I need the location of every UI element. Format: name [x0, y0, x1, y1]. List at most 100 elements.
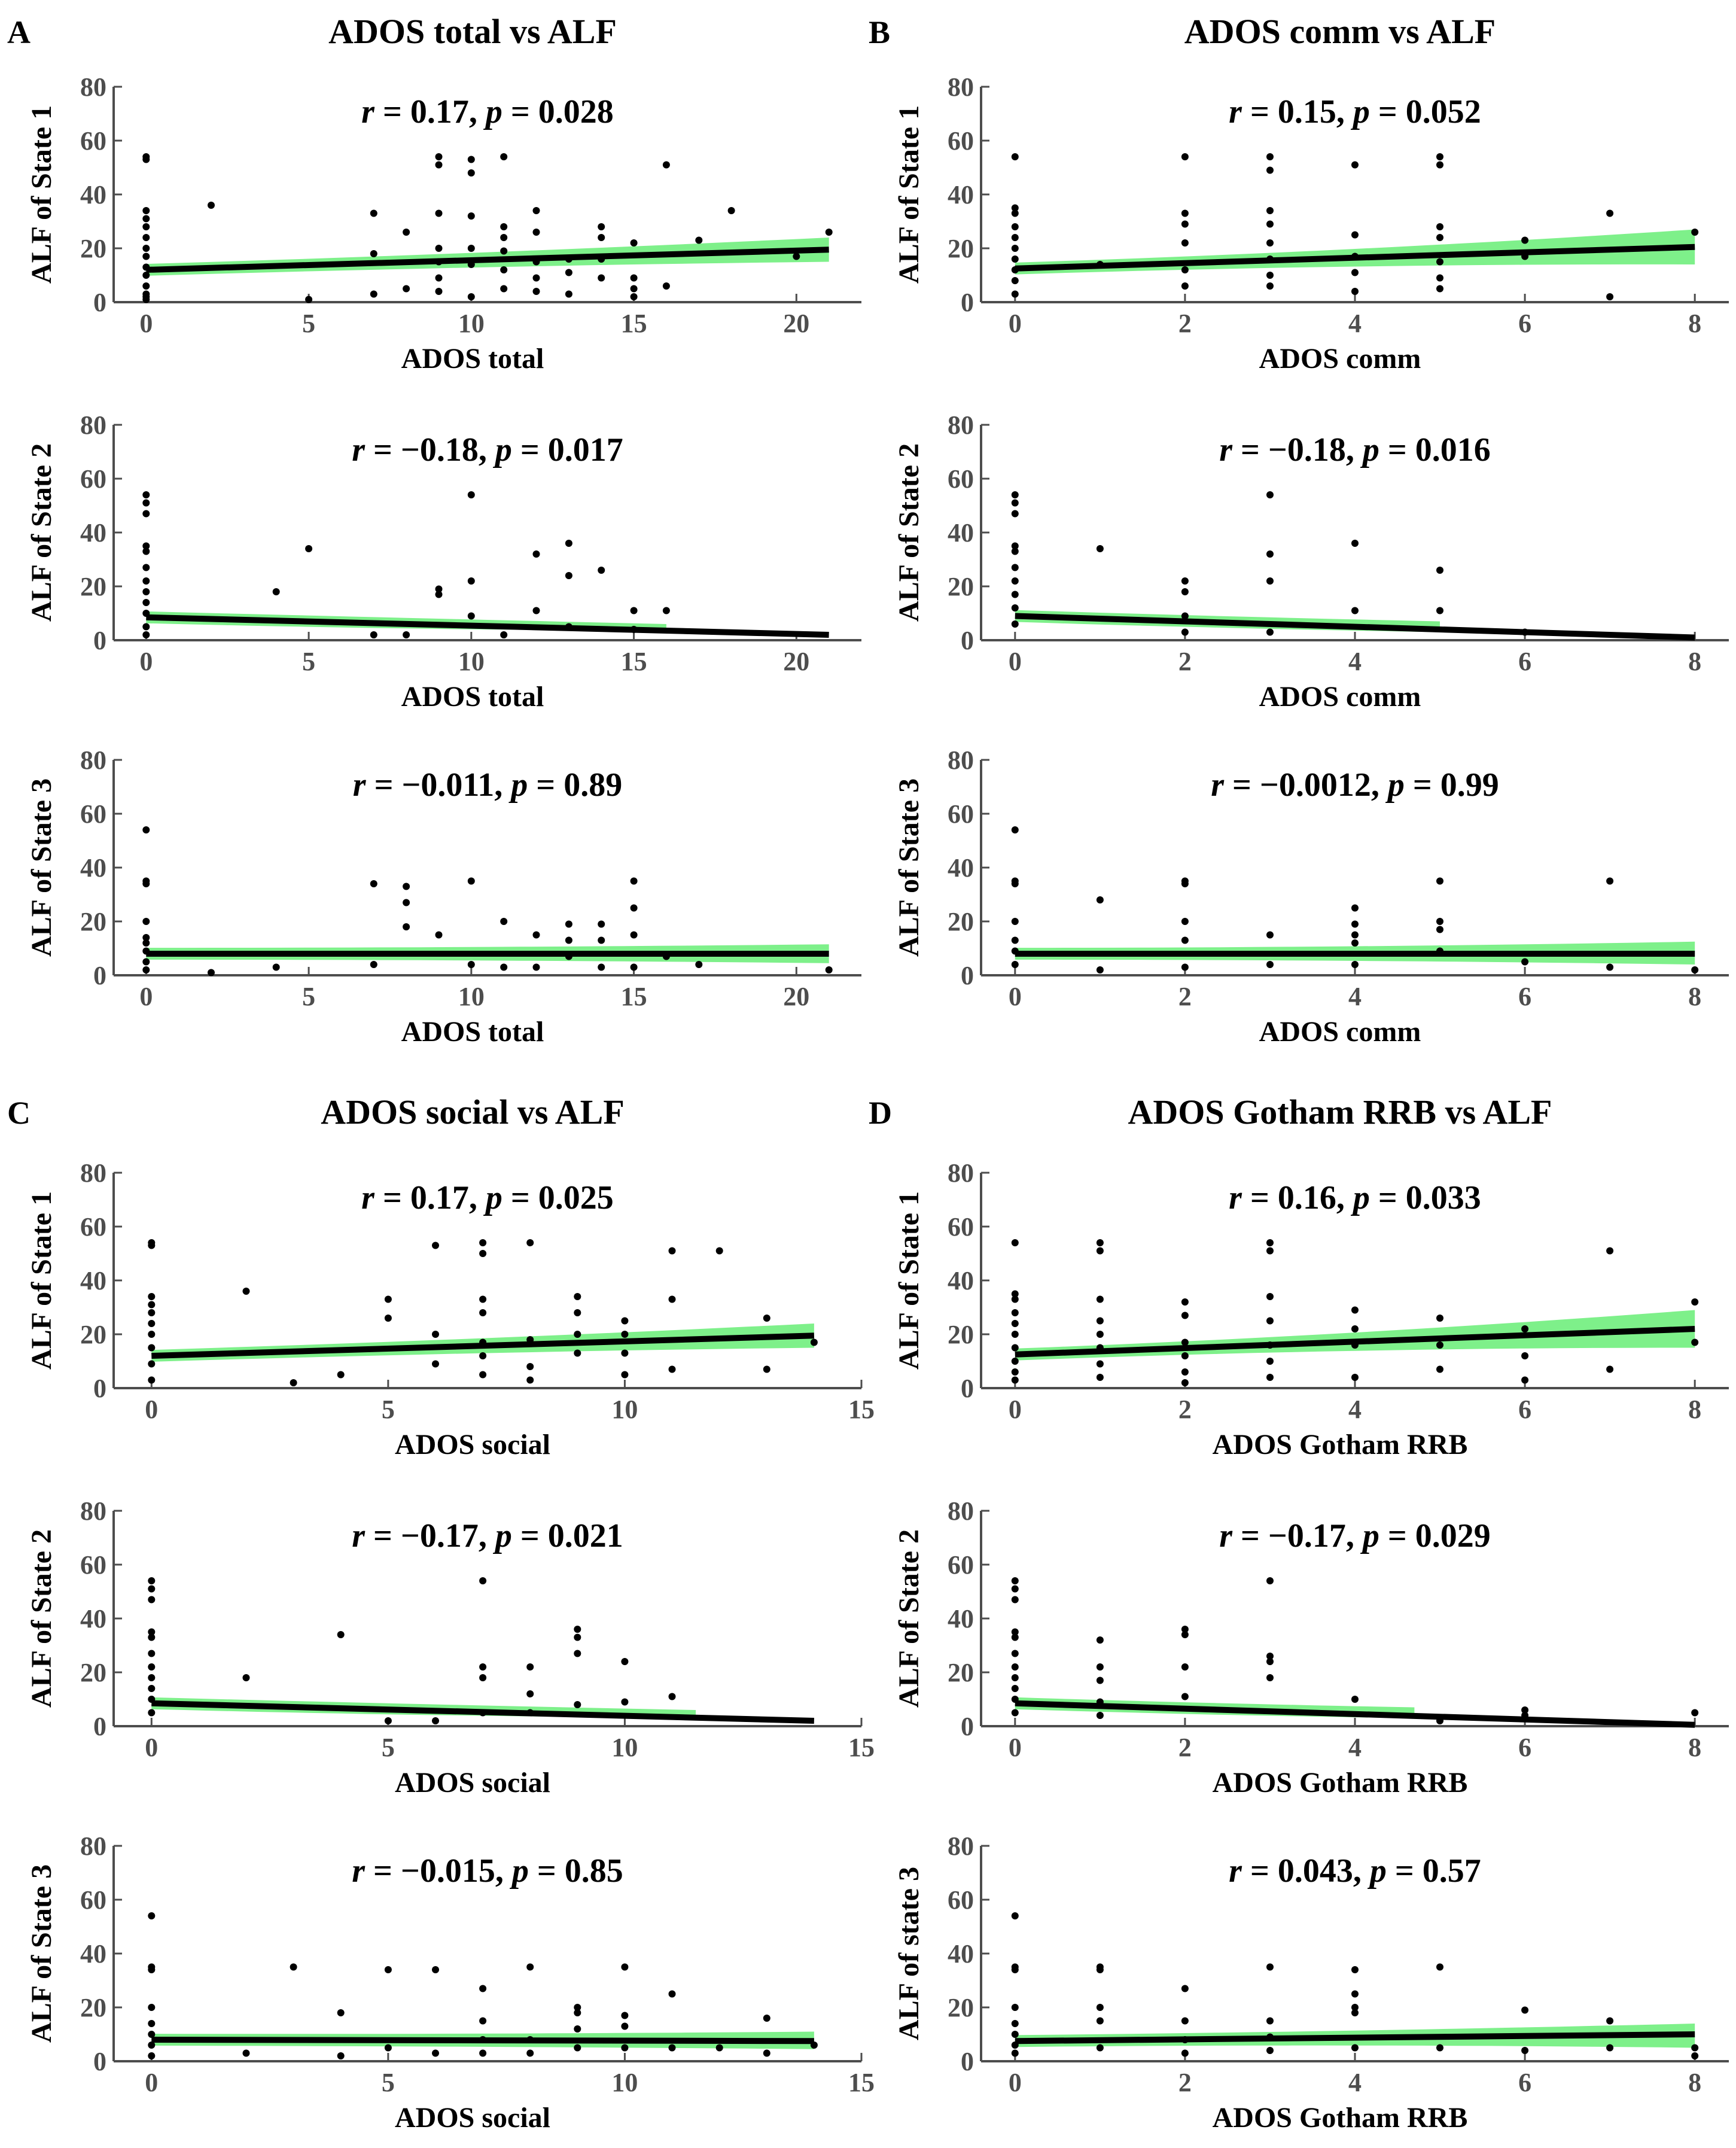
data-point [148, 1577, 156, 1584]
data-point [290, 1379, 297, 1386]
stat-part: = 0.99 [1405, 766, 1499, 804]
data-point [1266, 166, 1274, 174]
stat-part: = 0.043, [1242, 1852, 1370, 1890]
data-point [1266, 1374, 1274, 1381]
data-point [598, 936, 605, 944]
stat-part: r [353, 766, 367, 804]
stat-part: r [352, 431, 366, 468]
data-point [565, 920, 572, 928]
stat-part: r [361, 93, 375, 130]
data-point [403, 883, 410, 890]
x-axis-label: ADOS social [395, 1429, 550, 1461]
x-tick-label: 10 [458, 647, 485, 676]
stat-annotation: r = −0.17, p = 0.029 [1219, 1517, 1491, 1554]
data-point [435, 288, 443, 295]
data-point [574, 1309, 581, 1316]
data-point [142, 223, 150, 230]
data-point [435, 209, 443, 217]
data-point [574, 1626, 581, 1633]
data-point [1351, 1966, 1359, 1973]
data-point [526, 1690, 534, 1697]
stat-annotation: r = −0.18, p = 0.016 [1219, 431, 1491, 468]
stat-annotation: r = −0.0012, p = 0.99 [1211, 766, 1499, 804]
data-point [467, 877, 475, 885]
data-point [1096, 545, 1104, 552]
stat-part: p [483, 1179, 502, 1216]
x-tick-label: 15 [621, 309, 647, 338]
stat-part: = 0.57 [1387, 1852, 1481, 1890]
data-point [1436, 926, 1443, 933]
data-point [1436, 153, 1443, 160]
data-point [142, 547, 150, 555]
subplot: 0 20 40 60 80 0 5 10 15 ADOS social ALF of State 2… [26, 1496, 875, 1799]
data-point [1096, 1295, 1104, 1303]
data-point [479, 1295, 487, 1303]
subplot: 0 20 40 60 80 0 5 10 15 20 ADOS total ALF of State … [26, 746, 861, 1048]
y-tick-label: 60 [80, 1212, 106, 1242]
data-point [370, 209, 377, 217]
data-point [1351, 961, 1359, 968]
data-point [662, 282, 670, 290]
stat-part: = −0.18, [365, 431, 495, 468]
data-point [532, 207, 540, 214]
data-point [142, 207, 150, 214]
panel-letter: C [7, 1095, 31, 1131]
y-tick-label: 20 [80, 1658, 106, 1687]
data-point [1096, 1317, 1104, 1325]
y-axis-label: ALF of State 1 [893, 1191, 925, 1370]
data-point [526, 1363, 534, 1370]
data-point [1436, 918, 1443, 925]
stat-part: = 0.17, [374, 1179, 486, 1216]
data-point [1606, 2017, 1614, 2025]
data-point [148, 1344, 156, 1352]
data-point [500, 963, 508, 971]
x-tick-label: 10 [611, 2068, 638, 2097]
data-point [1011, 961, 1019, 968]
y-tick-label: 80 [80, 72, 106, 102]
data-point [1181, 220, 1189, 228]
x-tick-label: 20 [783, 982, 809, 1011]
data-point [467, 169, 475, 177]
y-tick-label: 20 [948, 572, 974, 601]
fit-line [1015, 1700, 1695, 1728]
x-tick-label: 15 [621, 647, 647, 676]
data-point [1011, 1331, 1019, 1338]
y-tick-label: 60 [80, 1550, 106, 1580]
data-point [695, 961, 703, 968]
data-point [1181, 2017, 1189, 2025]
data-point [565, 290, 572, 298]
data-point [142, 918, 150, 925]
data-point [142, 564, 150, 571]
x-tick-label: 8 [1688, 982, 1701, 1011]
stat-part: = 0.021 [512, 1517, 623, 1554]
data-point [142, 577, 150, 585]
panel-title: ADOS Gotham RRB vs ALF [1128, 1093, 1552, 1131]
data-point [1011, 826, 1019, 833]
data-point [142, 934, 150, 941]
y-tick-label: 40 [80, 853, 106, 883]
data-point [598, 920, 605, 928]
data-point [142, 252, 150, 260]
stat-part: r [352, 1852, 366, 1890]
stat-part: p [1351, 1179, 1370, 1216]
panel-title: ADOS total vs ALF [328, 12, 617, 51]
data-point [1266, 2017, 1274, 2025]
x-axis-label: ADOS total [401, 681, 544, 713]
data-point [142, 826, 150, 833]
stat-part: r [361, 1179, 375, 1216]
x-tick-label: 2 [1178, 982, 1192, 1011]
data-point [1266, 207, 1274, 214]
x-tick-label: 8 [1688, 647, 1701, 676]
subplot: 0 20 40 60 80 0 5 10 15 20 ADOS total ALF of State … [26, 410, 861, 713]
data-point [763, 1315, 770, 1322]
stat-part: = −0.18, [1232, 431, 1363, 468]
y-tick-label: 0 [93, 2047, 106, 2076]
data-point [1266, 220, 1274, 228]
x-tick-label: 5 [302, 982, 315, 1011]
data-point [1351, 1696, 1359, 1703]
data-point [479, 1239, 487, 1246]
data-point [432, 1966, 439, 1973]
data-point [763, 1365, 770, 1373]
data-point [1096, 1374, 1104, 1381]
y-tick-label: 60 [80, 126, 106, 156]
